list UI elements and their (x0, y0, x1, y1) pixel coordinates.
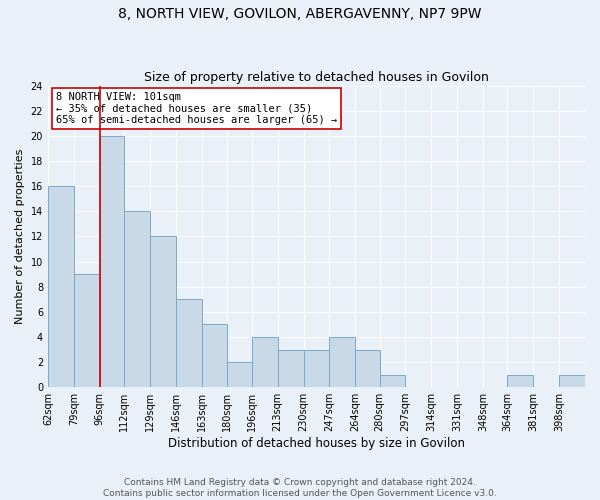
Bar (202, 324, 227, 387)
Y-axis label: Number of detached properties: Number of detached properties (15, 149, 25, 324)
Bar (150, 236, 176, 387)
Bar (304, 350, 329, 387)
Bar (508, 374, 533, 387)
Text: Contains HM Land Registry data © Crown copyright and database right 2024.
Contai: Contains HM Land Registry data © Crown c… (103, 478, 497, 498)
X-axis label: Distribution of detached houses by size in Govilon: Distribution of detached houses by size … (168, 437, 465, 450)
Bar (355, 350, 380, 387)
Bar (124, 212, 150, 387)
Bar (48, 186, 74, 387)
Bar (329, 337, 355, 387)
Bar (559, 374, 585, 387)
Text: 8 NORTH VIEW: 101sqm
← 35% of detached houses are smaller (35)
65% of semi-detac: 8 NORTH VIEW: 101sqm ← 35% of detached h… (56, 92, 337, 125)
Bar (278, 350, 304, 387)
Title: Size of property relative to detached houses in Govilon: Size of property relative to detached ho… (144, 72, 489, 85)
Text: 8, NORTH VIEW, GOVILON, ABERGAVENNY, NP7 9PW: 8, NORTH VIEW, GOVILON, ABERGAVENNY, NP7… (118, 8, 482, 22)
Bar (176, 300, 202, 387)
Bar (100, 136, 124, 387)
Bar (74, 274, 100, 387)
Bar (380, 374, 406, 387)
Bar (227, 362, 252, 387)
Bar (252, 337, 278, 387)
